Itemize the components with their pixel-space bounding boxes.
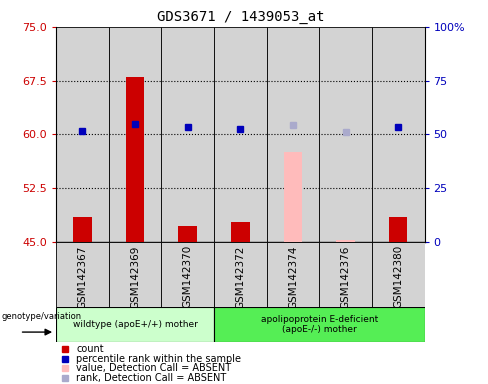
Text: GSM142374: GSM142374 [288,245,298,309]
Bar [284,152,302,242]
Bar [372,242,425,307]
Bar [162,27,214,242]
Bar [56,27,109,242]
Text: GSM142380: GSM142380 [393,245,403,308]
Text: percentile rank within the sample: percentile rank within the sample [77,354,242,364]
Bar [109,27,162,242]
Bar [109,242,162,307]
Text: GSM142370: GSM142370 [183,245,193,308]
Bar [56,307,214,342]
Bar [214,307,425,342]
Bar [231,222,249,242]
Text: GSM142367: GSM142367 [78,245,87,309]
Text: apolipoprotein E-deficient
(apoE-/-) mother: apolipoprotein E-deficient (apoE-/-) mot… [261,315,378,334]
Text: wildtype (apoE+/+) mother: wildtype (apoE+/+) mother [73,320,198,329]
Bar [319,242,372,307]
Bar [126,77,144,242]
Bar [162,242,214,307]
Bar [56,242,109,307]
Bar [336,240,355,242]
Bar [266,27,319,242]
Bar [389,217,407,242]
Bar [73,217,92,242]
Bar [214,27,266,242]
Text: GSM142376: GSM142376 [341,245,350,309]
Bar [319,27,372,242]
Text: rank, Detection Call = ABSENT: rank, Detection Call = ABSENT [77,373,226,383]
Bar [179,226,197,242]
Bar [266,242,319,307]
Text: GSM142372: GSM142372 [235,245,245,309]
Text: value, Detection Call = ABSENT: value, Detection Call = ABSENT [77,363,231,373]
Text: count: count [77,344,104,354]
Text: GSM142369: GSM142369 [130,245,140,309]
Bar [372,27,425,242]
Title: GDS3671 / 1439053_at: GDS3671 / 1439053_at [157,10,324,25]
Text: genotype/variation: genotype/variation [1,312,81,321]
Bar [214,242,266,307]
